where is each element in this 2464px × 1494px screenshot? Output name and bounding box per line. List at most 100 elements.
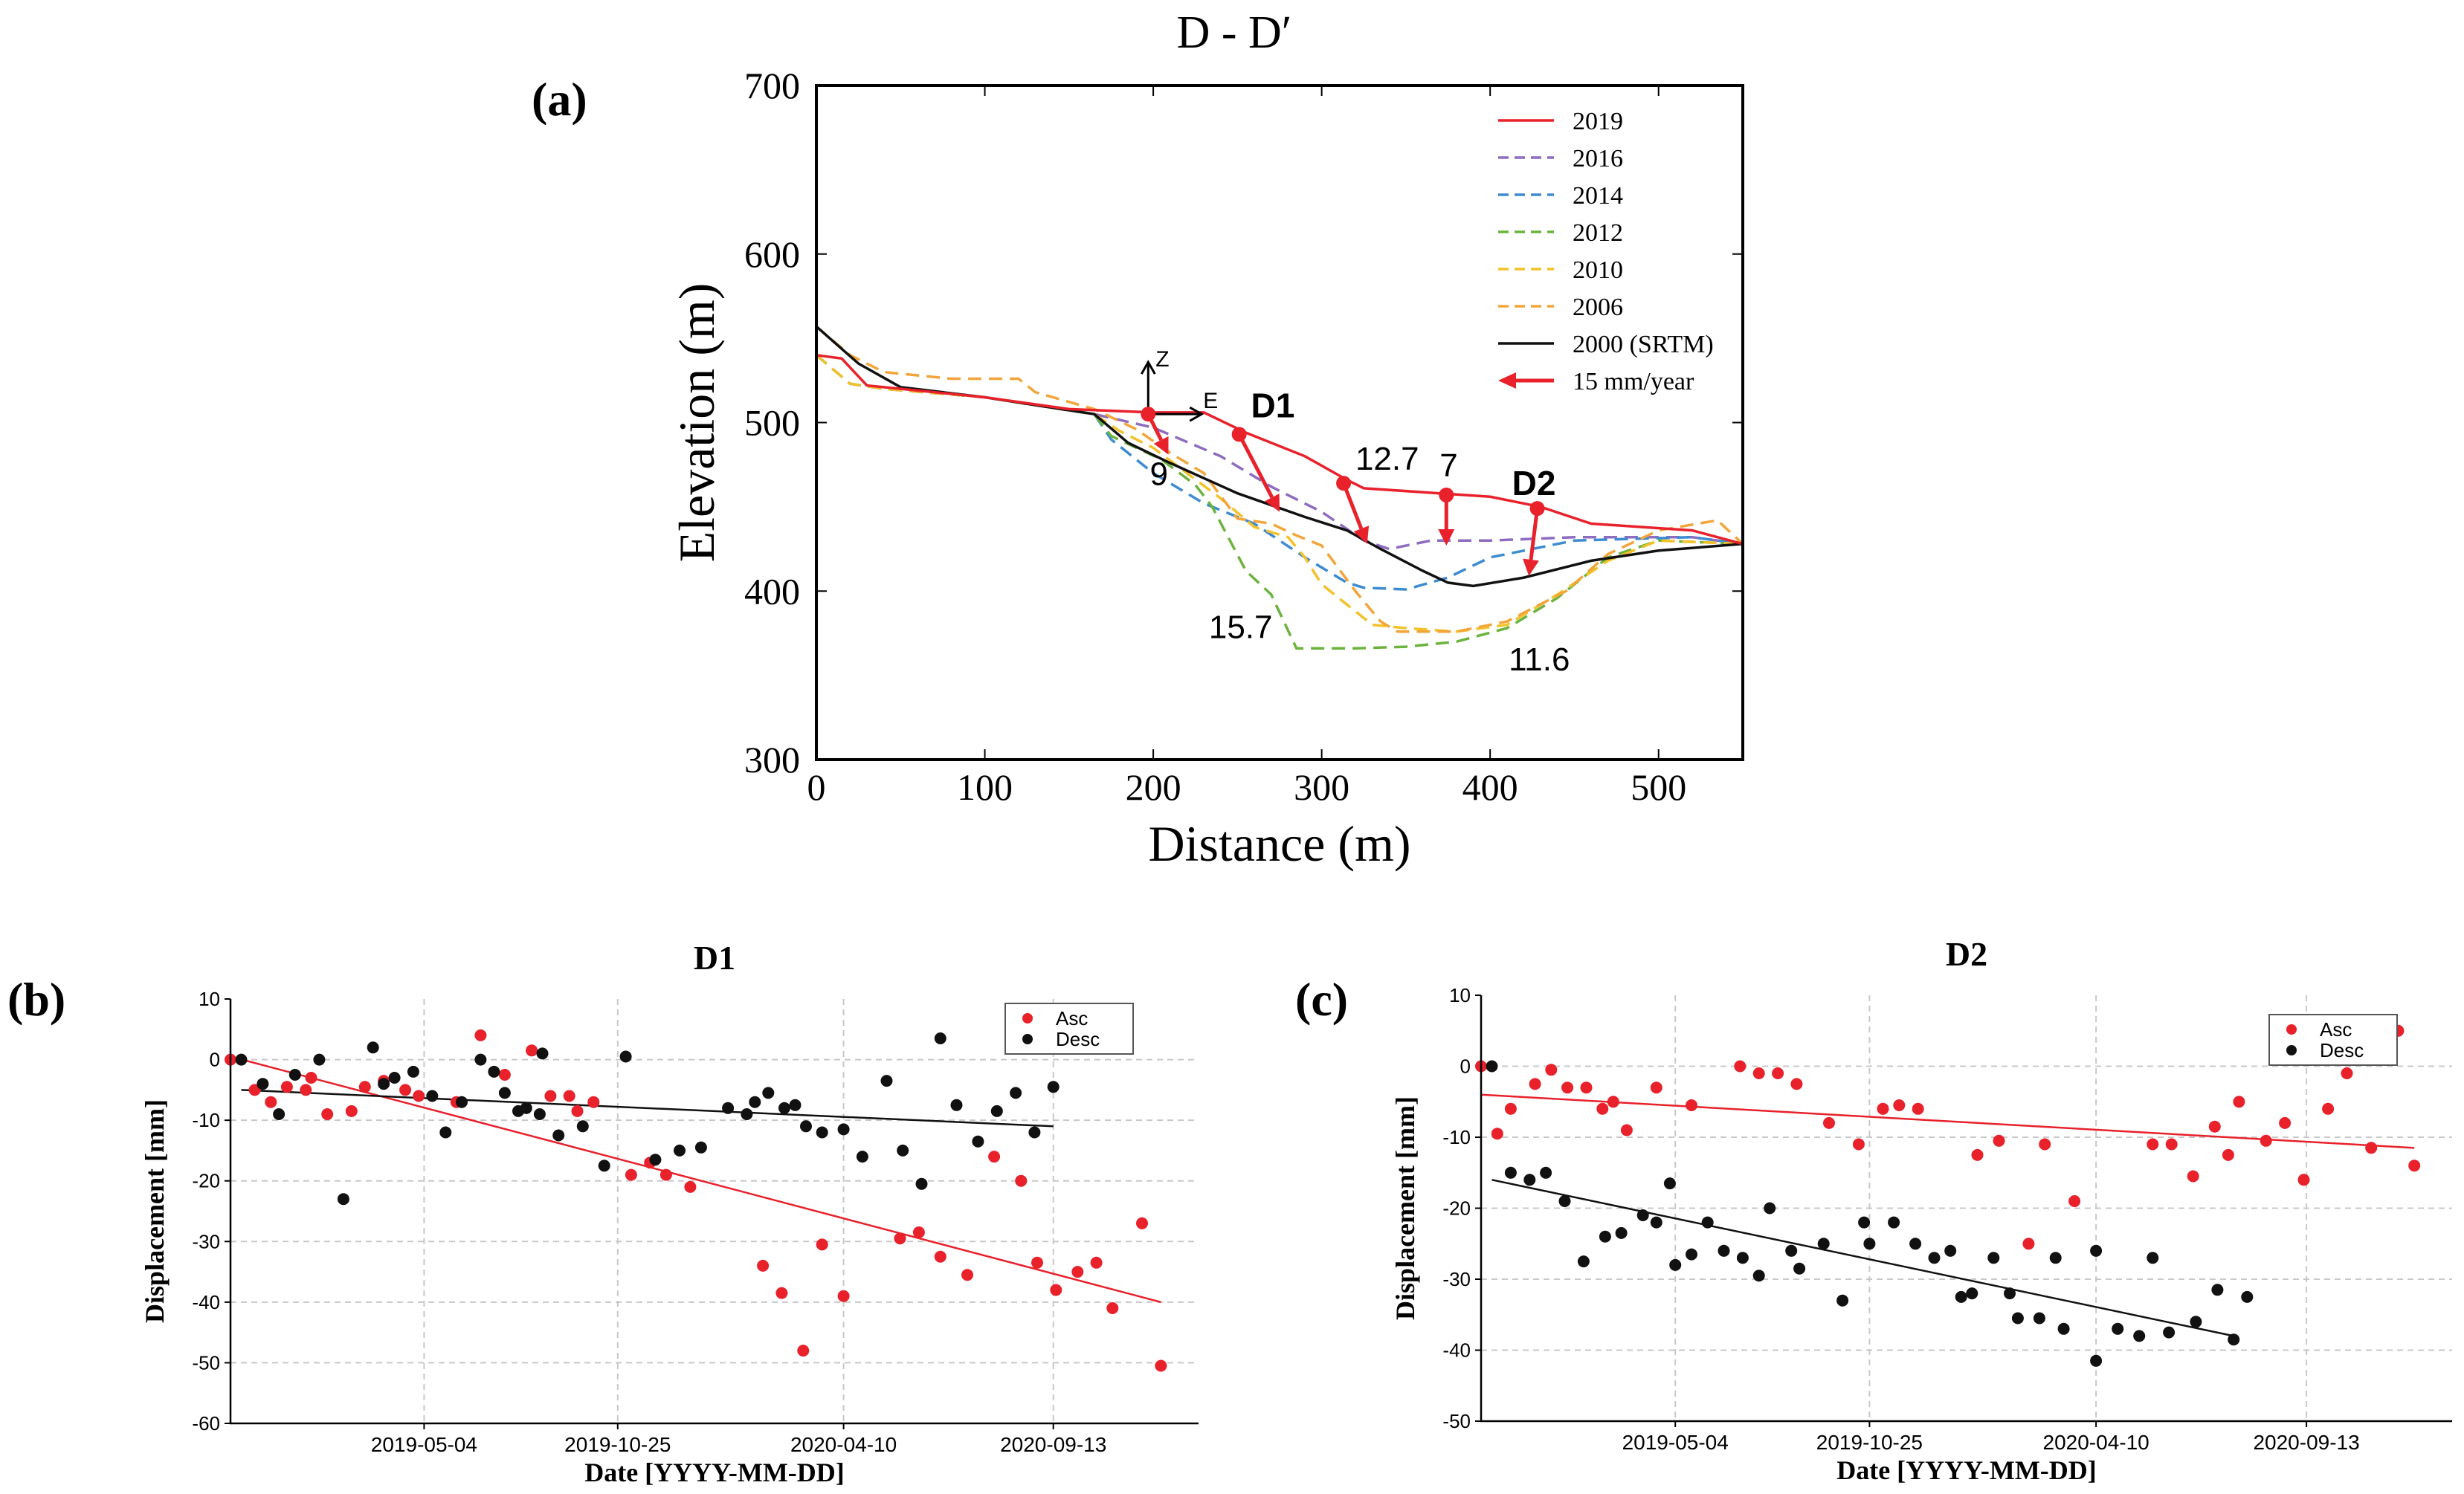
data-point-desc: [749, 1096, 761, 1108]
data-point-desc: [2033, 1312, 2045, 1325]
data-point-asc: [1852, 1138, 1865, 1151]
legend-label: 2019: [1573, 108, 1623, 135]
data-point-desc: [598, 1160, 610, 1172]
data-point-asc: [2208, 1120, 2221, 1133]
legend-label: Asc: [2320, 1018, 2352, 1041]
data-point-asc: [625, 1168, 637, 1181]
data-point-desc: [1558, 1195, 1571, 1207]
velocity-arrow-shaft: [1146, 413, 1163, 442]
data-point-asc: [265, 1096, 277, 1108]
y-tick-label: 500: [744, 402, 800, 444]
data-point-desc: [1504, 1166, 1517, 1179]
data-point-asc: [837, 1290, 850, 1302]
data-point-desc: [1577, 1255, 1590, 1268]
x-tick-label: 100: [957, 766, 1013, 808]
data-point-desc: [1752, 1270, 1765, 1282]
data-point-desc: [1966, 1287, 1978, 1300]
data-point-desc: [1858, 1216, 1871, 1229]
data-point-asc: [1545, 1064, 1558, 1076]
data-point-desc: [2228, 1333, 2240, 1346]
data-point-asc: [1071, 1266, 1084, 1278]
data-point-desc: [1944, 1244, 1957, 1257]
data-point-desc: [235, 1053, 248, 1066]
y-tick-label: -20: [192, 1170, 220, 1192]
data-point-desc: [1928, 1252, 1941, 1264]
data-point-desc: [337, 1193, 349, 1206]
x-tick-label: 2019-05-04: [1622, 1431, 1729, 1454]
legend-box: [2268, 1014, 2398, 1066]
chart-title: D2: [1946, 935, 1987, 973]
data-point-desc: [741, 1108, 753, 1120]
data-point-desc: [257, 1078, 269, 1090]
y-tick-label: -30: [192, 1230, 220, 1252]
legend-label: 2014: [1573, 182, 1623, 210]
data-point-desc: [950, 1099, 963, 1111]
data-point-desc: [694, 1141, 707, 1154]
data-point-asc: [1136, 1217, 1148, 1229]
x-tick-label: 0: [807, 766, 826, 808]
data-point-desc: [649, 1154, 662, 1166]
annotation-D2: D2: [1512, 464, 1556, 502]
data-point-desc: [1701, 1216, 1714, 1229]
y-axis-label: Elevation (m): [668, 283, 725, 563]
y-tick-label: 700: [744, 65, 800, 106]
data-point-desc: [934, 1032, 946, 1044]
data-point-asc: [2408, 1160, 2421, 1172]
data-point-desc: [1863, 1238, 1876, 1250]
data-point-desc: [2211, 1284, 2224, 1296]
data-point-desc: [837, 1123, 850, 1136]
data-point-asc: [797, 1345, 810, 1357]
legend-label: Desc: [1056, 1028, 1100, 1050]
data-point-asc: [2165, 1138, 2178, 1151]
x-tick-label: 2019-10-25: [1816, 1431, 1923, 1454]
x-tick-label: 2019-05-04: [371, 1433, 477, 1456]
data-point-asc: [816, 1238, 828, 1251]
data-point-asc: [2039, 1138, 2051, 1151]
y-tick-label: 0: [210, 1049, 220, 1071]
data-point-asc: [571, 1105, 584, 1117]
y-tick-label: -10: [1442, 1126, 1471, 1148]
velocity-arrow-head: [1523, 558, 1539, 576]
data-point-asc: [1790, 1078, 1803, 1090]
data-point-desc: [552, 1129, 565, 1142]
data-point-desc: [1955, 1290, 1967, 1303]
y-tick-label: -30: [1442, 1268, 1471, 1290]
data-point-desc: [619, 1050, 632, 1063]
legend-arrow-label: 15 mm/year: [1573, 368, 1694, 395]
data-point-desc: [273, 1108, 286, 1120]
data-point-desc: [800, 1120, 812, 1133]
data-point-desc: [367, 1041, 379, 1054]
data-point-asc: [1031, 1256, 1043, 1269]
data-point-desc: [2133, 1330, 2146, 1342]
data-point-desc: [880, 1075, 893, 1087]
x-axis-label: Distance (m): [1148, 815, 1410, 872]
data-point-asc: [300, 1084, 312, 1096]
d1-chart: D1 10 0 -10 -20 -30 -40 -50 -60 2019-05-04 2019-10…: [140, 939, 1199, 1487]
x-tick-label: 400: [1462, 766, 1518, 808]
data-point-asc: [498, 1069, 511, 1081]
x-tick-label: 2020-09-13: [2253, 1431, 2359, 1454]
panel-label-b: (b): [7, 973, 65, 1026]
data-point-asc: [934, 1250, 946, 1263]
data-point-asc: [1596, 1102, 1609, 1115]
y-tick-label: 400: [744, 570, 800, 612]
data-point-asc: [2279, 1116, 2292, 1129]
legend-label: 2012: [1573, 219, 1623, 247]
data-point-desc: [1785, 1244, 1798, 1257]
annotation-15-7: 15.7: [1209, 609, 1273, 646]
y-tick-label: -20: [1442, 1197, 1471, 1220]
series-line-2006: [815, 325, 1744, 633]
data-point-asc: [1650, 1081, 1662, 1094]
annotation-D1: D1: [1251, 387, 1294, 425]
data-point-desc: [1599, 1230, 1611, 1243]
data-point-desc: [536, 1047, 549, 1060]
x-axis-label: Date [YYYY-MM-DD]: [1836, 1455, 2097, 1485]
data-point-asc: [2022, 1238, 2035, 1250]
data-point-desc: [778, 1102, 790, 1114]
data-point-asc: [1155, 1359, 1167, 1372]
data-point-asc: [321, 1108, 334, 1120]
profile-chart: 0 100 200 300 400 500 300 400 500 600 700 Distance …: [668, 65, 1744, 872]
y-axis-label: Displacement [mm]: [1390, 1096, 1420, 1320]
legend-marker: [2286, 1045, 2297, 1055]
data-point-desc: [1650, 1216, 1662, 1229]
